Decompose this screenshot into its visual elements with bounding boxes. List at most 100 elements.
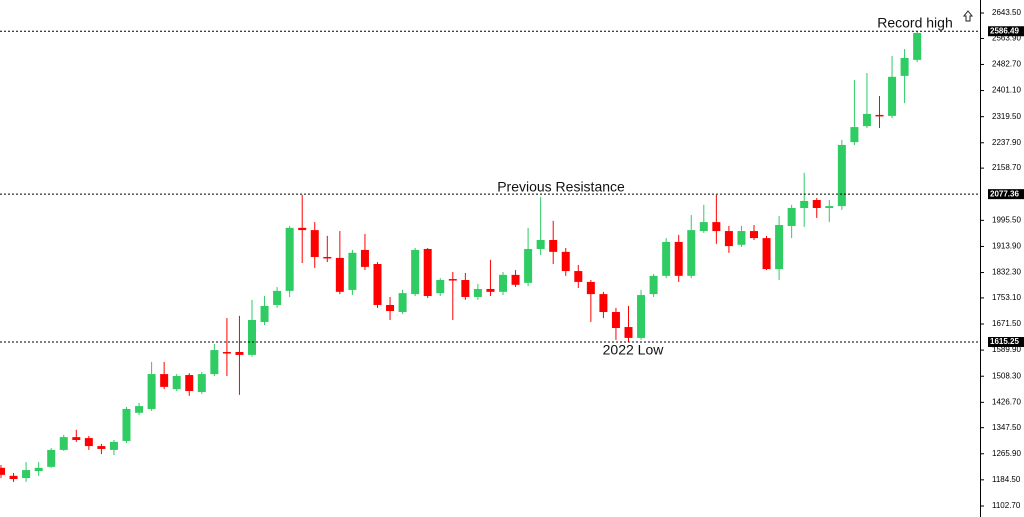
- y-tick-label: 1913.90: [992, 242, 1021, 251]
- candle-body: [888, 76, 897, 116]
- candle-body: [750, 231, 758, 239]
- candle-body: [160, 374, 169, 387]
- level-label-box: [988, 26, 1024, 37]
- candle-body: [775, 224, 784, 270]
- y-tick-label: 1347.50: [992, 423, 1021, 432]
- candle-body: [800, 200, 809, 209]
- candle-body: [787, 208, 796, 226]
- plot-area: 2643.50 2563.90 2482.70 2401.10 2319.50 2237.…: [0, 8, 1024, 510]
- y-tick-label: 2319.50: [992, 112, 1021, 121]
- candle-body: [248, 320, 256, 355]
- candle-body: [185, 375, 194, 392]
- level-label-box: [988, 189, 1024, 200]
- candle-body: [172, 375, 181, 390]
- candle-body: [423, 248, 432, 297]
- y-tick-label: 1671.50: [992, 319, 1021, 328]
- candle-body: [0, 467, 5, 475]
- candle-body: [674, 241, 683, 276]
- candle-body: [687, 230, 696, 276]
- y-tick-label: 1753.10: [992, 293, 1021, 302]
- candle-body: [536, 240, 545, 249]
- candle-body: [461, 280, 470, 297]
- candle-body: [511, 274, 520, 285]
- y-tick-label: 1508.30: [992, 371, 1021, 380]
- candle-body: [637, 295, 646, 338]
- candle-body: [109, 441, 118, 450]
- candle-body: [97, 446, 106, 449]
- y-tick-label: 1589.90: [992, 345, 1021, 354]
- candle-body: [586, 281, 595, 295]
- candle-body: [624, 327, 633, 338]
- y-tick-label: 1184.50: [992, 475, 1021, 484]
- candle-body: [699, 222, 708, 232]
- candle-body: [473, 288, 482, 297]
- candle-body: [310, 230, 319, 257]
- y-tick-label: 1426.70: [992, 397, 1021, 406]
- candle-body: [825, 206, 834, 209]
- candle-body: [386, 304, 395, 312]
- candle-body: [875, 114, 884, 117]
- candle-body: [436, 280, 445, 294]
- candle-body: [9, 475, 18, 480]
- candle-body: [499, 274, 507, 292]
- candle-body: [210, 350, 219, 375]
- candle-body: [411, 249, 420, 295]
- y-tick-label: 2563.90: [992, 34, 1021, 43]
- candle-body: [298, 227, 307, 231]
- candle-body: [900, 57, 909, 76]
- candle-body: [135, 406, 144, 413]
- y-tick-label: 1102.70: [992, 501, 1021, 510]
- candle-body: [72, 437, 81, 440]
- candle-body: [724, 231, 733, 247]
- candle-body: [22, 470, 31, 479]
- candle-body: [34, 467, 43, 472]
- candle-body: [285, 227, 294, 291]
- candle-body: [611, 312, 620, 329]
- candle-body: [913, 32, 922, 60]
- candle-body: [59, 437, 68, 450]
- candle-body: [561, 251, 570, 272]
- candle-body: [649, 275, 658, 295]
- candle-body: [84, 438, 93, 447]
- level-label-box: [988, 337, 1024, 348]
- candle-body: [599, 294, 608, 313]
- candle-body: [147, 374, 156, 409]
- candle-body: [812, 200, 821, 209]
- candle-body: [398, 293, 407, 313]
- arrow-icon: [962, 10, 974, 22]
- candle-body: [762, 238, 771, 270]
- candle-body: [273, 290, 282, 305]
- annotation: Record high: [877, 15, 953, 31]
- y-tick-label: 2401.10: [992, 86, 1021, 95]
- candle-body: [574, 271, 583, 282]
- candle-body: [122, 408, 131, 441]
- candle-body: [549, 240, 558, 252]
- level-label: 2077.36: [990, 189, 1019, 198]
- candle-body: [348, 252, 357, 290]
- level-label: 1615.25: [990, 337, 1019, 346]
- annotation: 2022 Low: [603, 342, 665, 358]
- candle-body: [197, 374, 206, 392]
- candle-body: [486, 288, 495, 292]
- candle-body: [323, 256, 332, 259]
- y-tick-label: 2643.50: [992, 8, 1021, 17]
- candle-body: [360, 249, 369, 267]
- level-label: 2586.49: [990, 26, 1019, 35]
- candle-body: [662, 241, 671, 276]
- candle-body: [373, 264, 382, 305]
- y-tick-label: 1265.90: [992, 449, 1021, 458]
- candle-body: [524, 248, 533, 283]
- y-tick-label: 2482.70: [992, 60, 1021, 69]
- candle-body: [862, 113, 871, 127]
- y-tick-label: 2158.70: [992, 163, 1021, 172]
- candle-body: [335, 257, 344, 292]
- y-tick-label: 1832.30: [992, 268, 1021, 277]
- y-tick-label: 2237.90: [992, 138, 1021, 147]
- y-tick-label: 1995.50: [992, 215, 1021, 224]
- candle-body: [837, 144, 846, 207]
- candle-body: [737, 231, 746, 245]
- candle-body: [712, 222, 721, 232]
- annotation: Previous Resistance: [497, 179, 625, 195]
